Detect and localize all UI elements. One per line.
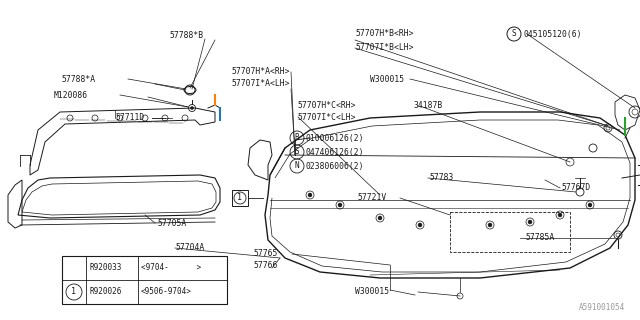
Text: 57707H*C<RH>: 57707H*C<RH> (298, 101, 356, 110)
Circle shape (488, 223, 492, 227)
Circle shape (308, 193, 312, 197)
Text: 57783: 57783 (430, 173, 454, 182)
Circle shape (558, 213, 562, 217)
Text: 57704A: 57704A (176, 244, 205, 252)
Text: S: S (294, 148, 300, 156)
Text: 045105120(6): 045105120(6) (523, 29, 582, 38)
Text: 57707H*B<RH>: 57707H*B<RH> (355, 29, 413, 38)
Text: 57707I*B<LH>: 57707I*B<LH> (355, 44, 413, 52)
Text: R920033: R920033 (89, 263, 122, 273)
Bar (232, 190, 248, 206)
Text: 57721V: 57721V (357, 194, 387, 203)
Text: 34187B: 34187B (414, 101, 444, 110)
Circle shape (588, 203, 592, 207)
Bar (450, 212, 570, 252)
Text: 1: 1 (237, 194, 243, 203)
Text: 57707I*A<LH>: 57707I*A<LH> (231, 78, 289, 87)
Text: 57707I*C<LH>: 57707I*C<LH> (298, 113, 356, 122)
Text: 023806006(2): 023806006(2) (306, 162, 365, 171)
Text: R920026: R920026 (89, 287, 122, 297)
Text: A591001054: A591001054 (579, 303, 625, 312)
Text: 57705A: 57705A (158, 219, 188, 228)
Text: 57711D: 57711D (116, 114, 145, 123)
Text: 010006126(2): 010006126(2) (306, 133, 365, 142)
Text: M120086: M120086 (54, 91, 88, 100)
Circle shape (418, 223, 422, 227)
Text: 1: 1 (72, 287, 77, 297)
Circle shape (338, 203, 342, 207)
Circle shape (191, 107, 193, 109)
Text: S: S (512, 29, 516, 38)
Circle shape (528, 220, 532, 224)
Text: 57707H*A<RH>: 57707H*A<RH> (231, 68, 289, 76)
Text: 57788*B: 57788*B (170, 30, 204, 39)
Circle shape (378, 216, 382, 220)
Bar (62, 256, 227, 304)
Text: N: N (294, 162, 300, 171)
Text: W300015: W300015 (370, 75, 404, 84)
Text: 57788*A: 57788*A (61, 75, 95, 84)
Text: B: B (294, 133, 300, 142)
Text: 57765: 57765 (254, 250, 278, 259)
Text: 047406126(2): 047406126(2) (306, 148, 365, 156)
Text: 57785A: 57785A (525, 234, 554, 243)
Text: 57766: 57766 (254, 260, 278, 269)
Text: 57767D: 57767D (562, 183, 591, 193)
Text: <9704-      >: <9704- > (141, 263, 201, 273)
Text: W300015: W300015 (355, 287, 389, 297)
Text: <9506-9704>: <9506-9704> (141, 287, 192, 297)
